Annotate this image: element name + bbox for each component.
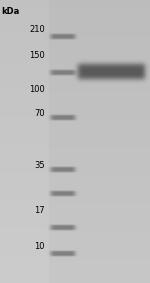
Text: 210: 210	[29, 25, 45, 34]
Text: 70: 70	[34, 109, 45, 118]
Text: 150: 150	[29, 51, 45, 60]
Text: 17: 17	[34, 206, 45, 215]
Text: 10: 10	[34, 242, 45, 251]
Text: 100: 100	[29, 85, 45, 94]
Text: 35: 35	[34, 161, 45, 170]
Text: kDa: kDa	[2, 7, 20, 16]
